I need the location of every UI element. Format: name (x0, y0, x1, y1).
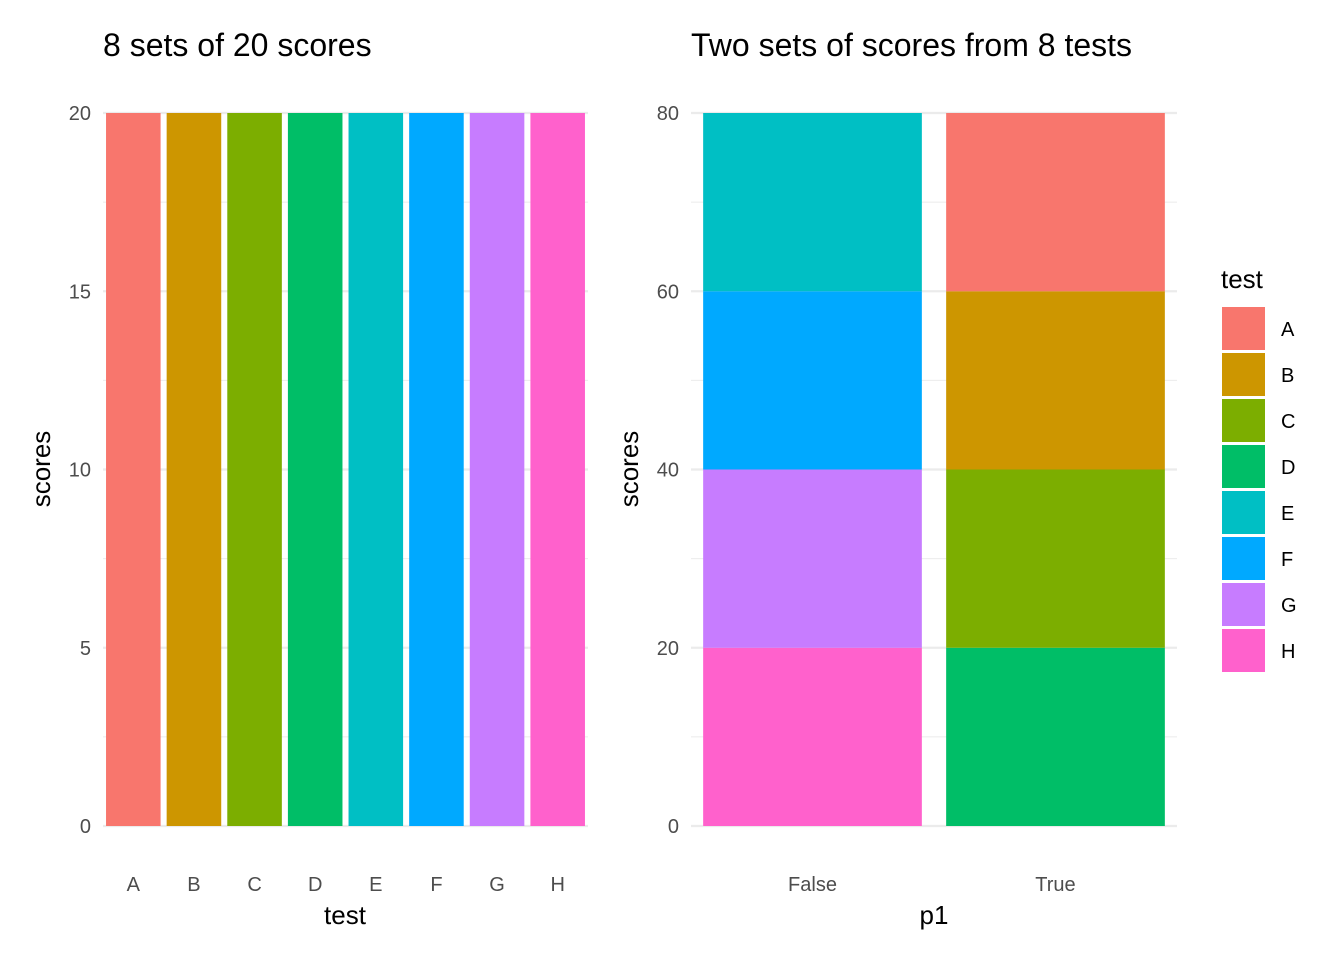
x-tick-label: A (127, 874, 141, 896)
legend-label-b: B (1281, 365, 1294, 387)
y-tick-label: 20 (657, 638, 679, 660)
bar-e (348, 113, 404, 826)
y-tick-label: 15 (69, 281, 91, 303)
legend-title: test (1221, 264, 1264, 294)
right-x-axis-label: p1 (920, 900, 949, 930)
legend-key-f (1222, 537, 1265, 580)
legend-key-d (1222, 445, 1265, 488)
right-panel-y-ticks: 0 20 40 60 80 (657, 103, 679, 838)
legend-key-g (1222, 583, 1265, 626)
bar-h (530, 113, 585, 826)
y-tick-label: 0 (80, 816, 91, 838)
legend-label-g: G (1281, 595, 1297, 617)
bar-segment-true-b (946, 291, 1165, 470)
bar-segment-true-c (946, 469, 1165, 648)
legend-key-h (1222, 629, 1265, 672)
x-tick-label: True (1035, 874, 1075, 896)
bar-segment-false-e (703, 113, 922, 292)
left-x-axis-label: test (324, 900, 367, 930)
x-tick-label: H (550, 874, 564, 896)
legend-label-e: E (1281, 503, 1294, 525)
y-tick-label: 0 (668, 816, 679, 838)
bar-d (287, 113, 343, 826)
bar-f (409, 113, 464, 826)
left-panel-y-ticks: 0 5 10 15 20 (69, 103, 91, 838)
right-panel-bars (703, 113, 1165, 826)
right-chart-title: Two sets of scores from 8 tests (691, 27, 1132, 63)
x-tick-label: D (308, 874, 322, 896)
right-panel-x-ticks: False True (788, 874, 1076, 896)
bar-a (106, 113, 161, 826)
left-panel-bars (106, 113, 585, 826)
bar-segment-true-d (946, 647, 1165, 826)
bar-segment-true-a (946, 113, 1165, 292)
bar-segment-false-h (703, 647, 922, 826)
legend-key-b (1222, 353, 1265, 396)
x-tick-label: False (788, 874, 837, 896)
legend-key-c (1222, 399, 1265, 442)
left-chart-title: 8 sets of 20 scores (103, 27, 372, 63)
y-tick-label: 10 (69, 460, 91, 482)
bar-segment-false-f (703, 291, 922, 470)
y-tick-label: 20 (69, 103, 91, 125)
legend-label-d: D (1281, 457, 1295, 479)
bar-segment-false-g (703, 469, 922, 648)
bar-g (469, 113, 525, 826)
y-tick-label: 5 (80, 638, 91, 660)
left-panel-x-ticks: A B C D E F G H (127, 874, 565, 896)
legend-label-a: A (1281, 319, 1295, 341)
legend-label-c: C (1281, 411, 1295, 433)
bar-b (166, 113, 222, 826)
legend-label-f: F (1281, 549, 1293, 571)
y-tick-label: 80 (657, 103, 679, 125)
y-tick-label: 40 (657, 460, 679, 482)
x-tick-label: F (430, 874, 442, 896)
x-tick-label: G (489, 874, 505, 896)
x-tick-label: C (247, 874, 261, 896)
y-tick-label: 60 (657, 281, 679, 303)
left-y-axis-label: scores (26, 431, 56, 508)
right-y-axis-label: scores (614, 431, 644, 508)
legend-key-e (1222, 491, 1265, 534)
legend-items: A B C D E F G H (1222, 307, 1297, 672)
legend-key-a (1222, 307, 1265, 350)
legend: test A B C D E F G H (1221, 264, 1297, 672)
legend-label-h: H (1281, 641, 1295, 663)
bar-c (227, 113, 282, 826)
x-tick-label: E (369, 874, 382, 896)
x-tick-label: B (187, 874, 200, 896)
